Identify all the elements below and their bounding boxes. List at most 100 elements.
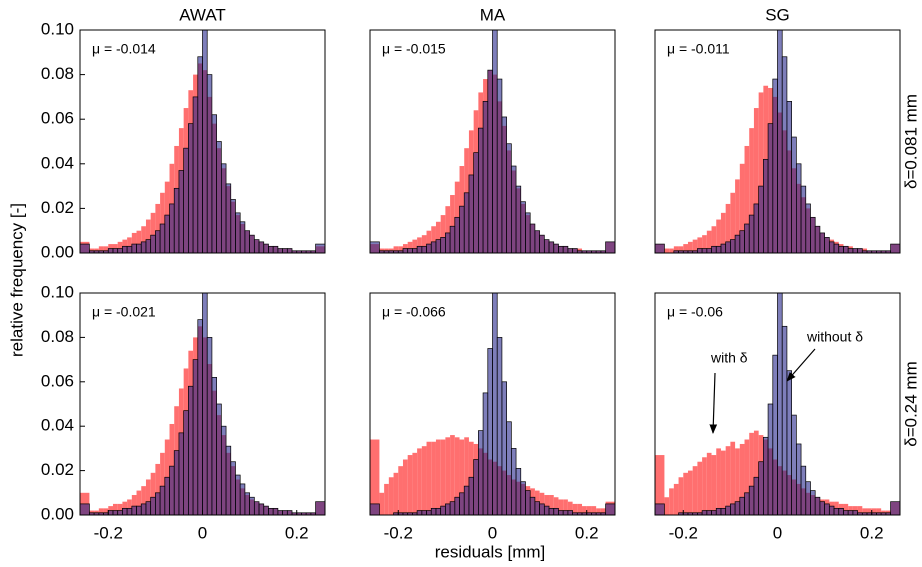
bar <box>487 348 493 515</box>
bar <box>843 510 849 515</box>
bar <box>426 510 432 515</box>
bar <box>402 248 409 253</box>
panel-bars <box>80 30 325 253</box>
bar <box>131 243 137 253</box>
y-tick-label: 0.06 <box>41 109 74 128</box>
bar <box>155 463 161 515</box>
bar <box>800 465 807 515</box>
bar <box>173 450 180 515</box>
bar <box>440 439 446 515</box>
bar <box>791 414 797 515</box>
bar <box>478 127 484 253</box>
bar <box>407 241 413 253</box>
bar <box>126 507 133 515</box>
bar <box>407 248 413 253</box>
bar <box>520 481 526 515</box>
bar <box>173 187 180 253</box>
bar <box>781 56 788 253</box>
bar <box>683 244 688 253</box>
bar <box>697 248 703 253</box>
bar <box>379 492 385 515</box>
bar <box>749 128 754 253</box>
bar <box>417 448 422 515</box>
bar <box>739 443 745 515</box>
bar <box>145 239 152 253</box>
bar <box>206 74 213 253</box>
bar <box>725 203 731 253</box>
bar <box>426 441 432 515</box>
bar <box>202 293 208 515</box>
bar <box>80 243 90 253</box>
bar <box>216 403 222 515</box>
bar <box>445 503 451 515</box>
bar <box>449 501 456 515</box>
x-tick-label: 0.2 <box>575 523 599 542</box>
bar <box>145 479 151 515</box>
bar <box>847 248 854 253</box>
bar <box>197 319 203 515</box>
bar <box>838 245 844 253</box>
bar <box>857 248 863 253</box>
bar <box>852 248 858 253</box>
bar <box>525 212 531 253</box>
bar <box>492 293 498 515</box>
bar <box>810 490 816 515</box>
bar <box>468 174 475 253</box>
bar <box>730 192 736 253</box>
bar <box>567 510 573 515</box>
bar <box>188 385 194 515</box>
bar <box>819 232 825 253</box>
bar <box>164 214 170 253</box>
bar <box>543 239 550 253</box>
bar <box>183 147 189 253</box>
bar <box>244 230 250 253</box>
bar <box>890 501 900 515</box>
y-tick-label: 0.00 <box>41 504 74 523</box>
bar <box>463 192 470 253</box>
x-tick-label: 0.2 <box>860 523 884 542</box>
bar <box>230 461 236 515</box>
bar <box>558 245 564 253</box>
bar <box>833 243 840 253</box>
bar <box>282 510 288 515</box>
callout-arrow <box>709 372 718 434</box>
bar <box>562 245 569 253</box>
bar <box>417 237 422 253</box>
panel-bars <box>370 293 615 515</box>
bar <box>838 507 844 515</box>
bar <box>407 455 413 515</box>
bar <box>711 245 717 253</box>
bar <box>459 205 465 253</box>
bar <box>706 230 712 253</box>
bar <box>445 232 451 253</box>
bar <box>867 508 872 515</box>
bar <box>720 450 726 515</box>
bar <box>315 243 325 253</box>
bar <box>169 465 175 515</box>
bar <box>767 403 774 515</box>
bar <box>805 203 811 253</box>
bar <box>421 245 427 253</box>
y-tick-label: 0.02 <box>41 198 74 217</box>
bar <box>739 230 745 253</box>
bar <box>370 439 380 515</box>
bar <box>211 377 217 515</box>
bar <box>772 354 778 515</box>
bar <box>600 508 606 515</box>
bar <box>435 507 442 515</box>
bar <box>136 490 142 515</box>
bar <box>558 510 564 515</box>
bar <box>268 507 274 515</box>
bar <box>857 506 863 515</box>
bar <box>286 510 293 515</box>
bar <box>145 501 152 515</box>
bar <box>814 496 821 515</box>
bar <box>697 237 703 253</box>
bar <box>431 226 436 253</box>
bar <box>852 510 858 515</box>
bar <box>720 507 727 515</box>
bar <box>216 141 222 253</box>
bar <box>795 163 802 253</box>
bar <box>235 212 241 253</box>
bar <box>549 495 554 515</box>
